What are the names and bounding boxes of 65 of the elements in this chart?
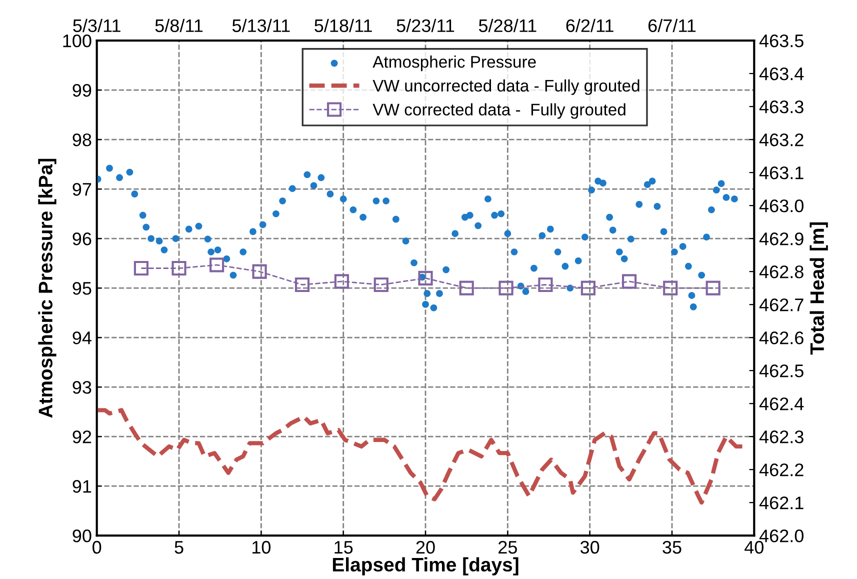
point: [663, 280, 678, 296]
y-tick-label: 100: [63, 34, 92, 48]
x2-tick-label: 5/23/11: [396, 18, 454, 32]
legend-label: VW uncorrected data - Fully grouted: [372, 79, 640, 95]
point: [418, 270, 433, 286]
point: [580, 280, 596, 296]
y2-tick-label: 463.2: [759, 133, 804, 146]
y-tick-label: 92: [72, 430, 92, 444]
x-tick-label: 40: [744, 540, 764, 554]
point: [622, 274, 637, 289]
x-axis-title: Elapsed Time [days]: [332, 557, 518, 576]
y2-tick-label: 463.5: [759, 34, 804, 48]
point: [334, 274, 349, 289]
x2-tick-label: 5/8/11: [155, 18, 203, 32]
y-tick-label: 95: [72, 282, 92, 295]
x2-tick-label: 5/13/11: [232, 18, 290, 32]
y2-tick-label: 462.1: [759, 496, 804, 510]
point: [172, 260, 186, 276]
x2-tick-label: 5/18/11: [314, 18, 372, 32]
legend-label: VW corrected data - Fully grouted: [372, 103, 626, 119]
y2-tick-label: 462.0: [759, 530, 804, 542]
x-tick-label: 15: [334, 541, 353, 554]
y-tick-label: 91: [72, 480, 92, 493]
y2-tick-label: 462.2: [759, 464, 804, 476]
x-tick-label: 5: [174, 541, 184, 554]
y2-tick-label: 463.0: [759, 199, 804, 212]
x-tick-label: 30: [580, 540, 600, 554]
x2-tick-label: 5/28/11: [478, 18, 536, 32]
y-tick-label: 98: [72, 133, 92, 146]
y2-tick-label: 463.3: [759, 100, 804, 114]
y2-tick-label: 462.6: [759, 331, 804, 344]
point: [706, 280, 720, 296]
y-tick-label: 99: [72, 84, 92, 97]
x2-tick-label: 5/3/11: [73, 18, 120, 32]
y-tick-label: 97: [72, 182, 92, 196]
y-tick-label: 90: [72, 530, 92, 542]
y-axis-title: Atmospheric Pressure [kPa]: [38, 158, 56, 418]
point: [252, 264, 267, 279]
x2-tick-label: 6/7/11: [648, 18, 696, 32]
y2-tick-label: 462.7: [759, 298, 804, 312]
y2-tick-label: 462.9: [759, 232, 804, 246]
y2-tick-label: 462.3: [759, 430, 804, 444]
y-tick-label: 94: [72, 331, 92, 344]
point: [459, 280, 474, 296]
legend-label: Atmospheric Pressure: [372, 56, 536, 72]
point: [374, 277, 388, 292]
x-tick-label: 25: [498, 540, 517, 554]
y-tick-label: 96: [72, 232, 92, 246]
x-tick-label: 0: [92, 540, 102, 554]
y2-tick-label: 462.8: [759, 265, 804, 278]
y2-tick-label: 463.4: [759, 67, 804, 80]
point: [210, 258, 224, 272]
x2-tick-label: 6/2/11: [566, 18, 614, 32]
point: [538, 277, 553, 292]
y-tick-label: 93: [72, 380, 92, 394]
x-tick-label: 10: [252, 540, 271, 554]
y2-tick-label: 463.1: [759, 166, 804, 180]
point: [498, 280, 514, 296]
point: [134, 260, 149, 276]
point: [294, 277, 310, 292]
y2-tick-label: 462.5: [759, 364, 804, 378]
x-tick-label: 20: [416, 540, 435, 554]
y2-axis-title: Total Head [m]: [810, 222, 828, 355]
y2-tick-label: 462.4: [759, 397, 804, 410]
x-tick-label: 35: [662, 540, 682, 554]
